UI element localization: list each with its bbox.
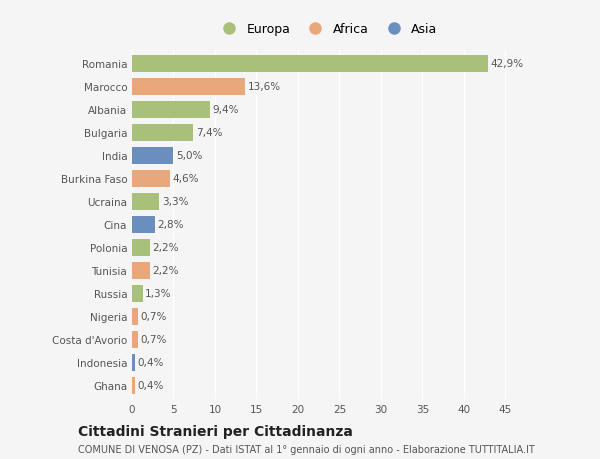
Legend: Europa, Africa, Asia: Europa, Africa, Asia [212,18,443,41]
Bar [132,285,143,302]
Bar [132,148,173,164]
Text: 0,4%: 0,4% [138,381,164,391]
Text: 7,4%: 7,4% [196,128,223,138]
Bar [132,171,170,187]
Text: 2,2%: 2,2% [153,266,179,276]
Text: 5,0%: 5,0% [176,151,202,161]
Text: 0,7%: 0,7% [140,335,167,345]
Text: 4,6%: 4,6% [173,174,199,184]
Bar [132,217,155,233]
Bar [132,194,160,210]
Bar [132,377,136,394]
Text: 1,3%: 1,3% [145,289,172,299]
Text: 3,3%: 3,3% [162,197,188,207]
Bar [132,240,150,256]
Bar [132,125,193,141]
Bar [132,308,138,325]
Text: 2,8%: 2,8% [158,220,184,230]
Bar [132,102,210,118]
Text: 0,7%: 0,7% [140,312,167,322]
Bar [132,331,138,348]
Text: 13,6%: 13,6% [247,82,280,92]
Text: 2,2%: 2,2% [153,243,179,253]
Text: 0,4%: 0,4% [138,358,164,368]
Bar [132,263,150,279]
Text: 9,4%: 9,4% [212,105,239,115]
Bar [132,354,136,371]
Bar [132,79,245,95]
Bar [132,56,488,73]
Text: Cittadini Stranieri per Cittadinanza: Cittadini Stranieri per Cittadinanza [78,425,353,438]
Text: COMUNE DI VENOSA (PZ) - Dati ISTAT al 1° gennaio di ogni anno - Elaborazione TUT: COMUNE DI VENOSA (PZ) - Dati ISTAT al 1°… [78,444,535,454]
Text: 42,9%: 42,9% [490,59,524,69]
